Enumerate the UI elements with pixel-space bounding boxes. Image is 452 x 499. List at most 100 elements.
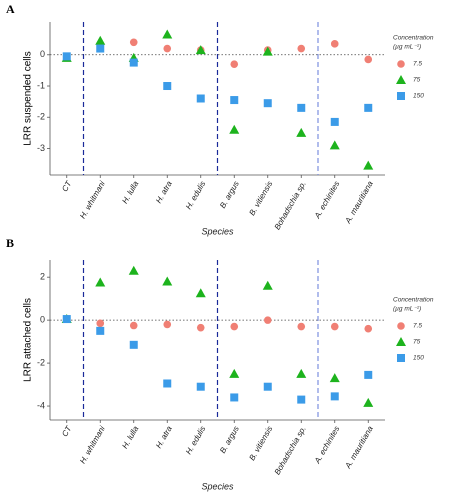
x-axis-label: Species bbox=[201, 481, 234, 491]
x-tick-label: B. argus bbox=[218, 180, 241, 210]
point bbox=[196, 94, 205, 103]
x-tick-label: H. whitmani bbox=[78, 424, 107, 465]
legend-item: 75 bbox=[396, 337, 421, 346]
y-tick-label: 2 bbox=[40, 272, 45, 282]
x-tick-label: B. argus bbox=[218, 425, 241, 455]
x-tick-label: H. edulis bbox=[184, 180, 207, 211]
x-tick-label: Bohadschia sp. bbox=[273, 180, 308, 232]
legend-item: 150 bbox=[397, 354, 424, 362]
legend-label: 7.5 bbox=[413, 323, 422, 330]
x-tick-label: H. whitmani bbox=[78, 179, 107, 220]
legend-item: 150 bbox=[397, 92, 424, 100]
point bbox=[163, 82, 172, 91]
x-tick-label: A. mauritiana bbox=[343, 424, 375, 471]
y-axis-label: LRR suspended cells bbox=[23, 51, 34, 146]
point bbox=[128, 265, 139, 275]
legend-title: Concentration bbox=[393, 297, 434, 304]
point bbox=[329, 140, 340, 150]
y-tick-label: -1 bbox=[37, 80, 45, 90]
point bbox=[96, 44, 105, 53]
point bbox=[297, 44, 306, 53]
x-tick-label: A. mauritiana bbox=[343, 179, 375, 226]
point bbox=[364, 324, 373, 333]
point bbox=[230, 393, 239, 402]
point bbox=[364, 103, 373, 112]
legend-title: (µg mL⁻¹) bbox=[393, 306, 421, 313]
point bbox=[129, 38, 138, 47]
point bbox=[396, 75, 406, 84]
point bbox=[230, 60, 239, 68]
point bbox=[397, 60, 405, 68]
point bbox=[330, 322, 339, 331]
y-tick-label: 0 bbox=[40, 49, 45, 59]
point bbox=[364, 370, 373, 379]
point bbox=[296, 368, 307, 378]
legend-label: 75 bbox=[413, 77, 421, 84]
point bbox=[330, 40, 339, 48]
y-tick-label: 0 bbox=[40, 315, 45, 325]
point bbox=[195, 45, 206, 55]
point bbox=[262, 46, 273, 56]
panel-label: A bbox=[6, 2, 15, 16]
point bbox=[196, 323, 205, 332]
x-tick-label: CT bbox=[60, 424, 74, 439]
point bbox=[263, 382, 272, 391]
point bbox=[363, 160, 374, 170]
legend-title: (µg mL⁻¹) bbox=[393, 44, 421, 51]
point bbox=[263, 316, 272, 324]
point bbox=[330, 117, 339, 126]
x-tick-label: H. edulis bbox=[184, 425, 207, 456]
x-tick-label: H. lulla bbox=[120, 179, 140, 205]
x-tick-label: B. vitiensis bbox=[247, 425, 274, 463]
x-tick-label: H. lulla bbox=[120, 424, 140, 450]
x-tick-label: Bohadschia sp. bbox=[273, 425, 308, 477]
point bbox=[229, 124, 240, 134]
point bbox=[95, 35, 106, 45]
point bbox=[96, 319, 105, 328]
point bbox=[62, 315, 71, 324]
point bbox=[129, 340, 138, 349]
point bbox=[195, 288, 206, 298]
point bbox=[297, 322, 306, 331]
point bbox=[296, 127, 307, 137]
point bbox=[363, 397, 374, 407]
point bbox=[262, 280, 273, 290]
legend-label: 150 bbox=[413, 93, 424, 100]
legend-title: Concentration bbox=[393, 35, 434, 42]
point bbox=[163, 379, 172, 388]
point bbox=[196, 382, 205, 391]
point bbox=[397, 354, 405, 362]
x-tick-label: H. atra bbox=[154, 424, 174, 450]
point bbox=[297, 395, 306, 404]
point bbox=[330, 392, 339, 401]
x-tick-label: CT bbox=[60, 179, 74, 194]
legend-item: 75 bbox=[396, 75, 421, 84]
point bbox=[163, 44, 172, 53]
x-tick-label: B. vitiensis bbox=[247, 180, 274, 218]
y-axis-label: LRR attached cells bbox=[23, 298, 34, 382]
y-tick-label: -3 bbox=[37, 143, 45, 153]
point bbox=[230, 322, 239, 331]
legend-item: 7.5 bbox=[397, 60, 422, 68]
point bbox=[297, 103, 306, 112]
y-tick-label: -2 bbox=[37, 112, 45, 122]
x-axis-label: Species bbox=[201, 226, 234, 236]
legend-label: 150 bbox=[413, 355, 424, 362]
point bbox=[62, 52, 71, 61]
x-tick-label: A. echinites bbox=[312, 425, 341, 466]
point bbox=[162, 276, 173, 286]
panel-label: B bbox=[6, 236, 14, 250]
point bbox=[364, 55, 373, 64]
point bbox=[129, 58, 138, 67]
y-tick-label: -2 bbox=[37, 357, 45, 367]
x-tick-label: H. atra bbox=[154, 179, 174, 205]
point bbox=[163, 320, 172, 329]
point bbox=[230, 96, 239, 105]
y-tick-label: -4 bbox=[37, 400, 45, 410]
legend-item: 7.5 bbox=[397, 322, 422, 330]
legend-label: 7.5 bbox=[413, 61, 422, 68]
point bbox=[129, 321, 138, 330]
point bbox=[329, 373, 340, 383]
point bbox=[397, 322, 405, 330]
